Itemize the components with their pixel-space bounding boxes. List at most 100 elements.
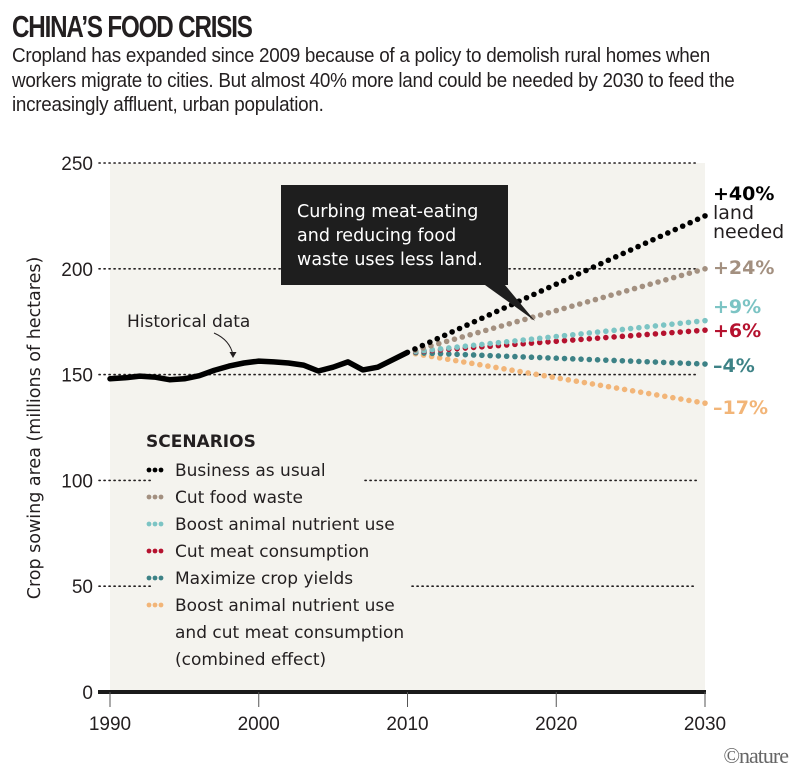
series-dot xyxy=(627,358,634,364)
series-dot xyxy=(569,303,575,309)
legend-swatch-dot xyxy=(158,548,164,554)
series-dot xyxy=(487,352,493,359)
series-dot xyxy=(652,359,659,365)
series-dot xyxy=(541,372,547,379)
series-dot xyxy=(479,352,485,359)
series-dot xyxy=(495,353,502,359)
series-dot xyxy=(451,336,458,342)
legend-item-label: Maximize crop yields xyxy=(175,569,353,589)
series-dot xyxy=(462,351,469,358)
series-dot xyxy=(529,314,536,320)
series-dot xyxy=(677,329,684,335)
series-dot xyxy=(545,334,551,341)
series-dot xyxy=(637,389,644,395)
series-dot xyxy=(436,355,443,361)
series-dot xyxy=(603,328,609,335)
series-dot xyxy=(652,323,659,329)
legend-swatch-dot xyxy=(146,467,152,473)
series-dot xyxy=(569,356,576,362)
series-dot xyxy=(464,322,470,328)
series-dot xyxy=(549,374,556,380)
end-label-maximize-crop-yields: –4% xyxy=(713,355,755,377)
series-dot xyxy=(536,335,543,342)
end-label-cut-food-waste: +24% xyxy=(713,257,774,279)
series-dot xyxy=(528,354,535,361)
series-dot xyxy=(619,357,626,364)
series-dot xyxy=(517,368,523,375)
series-dot xyxy=(660,359,667,366)
series-dot xyxy=(475,329,481,336)
series-dot xyxy=(694,268,700,274)
legend-title: SCENARIOS xyxy=(146,432,256,452)
series-dot xyxy=(553,338,560,345)
series-dot xyxy=(612,254,619,260)
y-tick-label: 100 xyxy=(61,471,93,492)
series-dot xyxy=(603,334,609,341)
legend-swatch-dot xyxy=(146,494,152,500)
arrowhead-icon xyxy=(229,352,237,358)
series-dot xyxy=(693,318,700,325)
series-dot xyxy=(702,266,708,272)
series-dot xyxy=(597,382,604,389)
series-dot xyxy=(603,357,609,363)
series-dot xyxy=(520,354,526,360)
y-tick-label: 0 xyxy=(82,683,93,704)
legend-swatch-dot xyxy=(152,575,158,581)
legend-item-label: Boost animal nutrient use xyxy=(175,515,395,535)
series-dot xyxy=(482,327,489,334)
series-cut-food-waste xyxy=(412,266,708,353)
historical-annotation: Historical data xyxy=(127,312,250,358)
series-dot xyxy=(660,330,667,337)
series-dot xyxy=(636,324,642,331)
series-dot xyxy=(568,274,574,281)
series-dot xyxy=(702,361,708,367)
series-dot xyxy=(561,337,568,344)
series-dot xyxy=(512,353,518,360)
legend-item-label: Cut meat consumption xyxy=(175,542,369,562)
x-tick-label: 2020 xyxy=(535,714,577,735)
series-dot xyxy=(553,307,560,314)
series-dot xyxy=(503,339,510,345)
series-dot xyxy=(655,279,661,285)
end-label-combined: –17% xyxy=(713,397,768,419)
legend-swatch-dot xyxy=(146,575,152,581)
y-tick-label: 50 xyxy=(72,577,93,598)
series-dot xyxy=(528,336,535,342)
series-dot xyxy=(645,390,652,397)
historical-group xyxy=(107,349,411,383)
chart-subtitle: Cropland has expanded since 2009 because… xyxy=(12,44,735,116)
series-dot xyxy=(470,352,477,358)
callout-box xyxy=(281,185,535,321)
series-dot xyxy=(652,331,659,337)
series-dot xyxy=(560,277,567,284)
legend: SCENARIOS Business as usual Cut food waste… xyxy=(146,432,404,670)
y-tick-label: 150 xyxy=(61,366,93,387)
series-dot xyxy=(569,337,576,343)
series-dot xyxy=(486,312,493,318)
series-dot xyxy=(446,351,452,357)
series-dot xyxy=(670,274,677,281)
series-dot xyxy=(611,327,617,334)
series-dot xyxy=(590,264,597,270)
series-dot xyxy=(522,316,528,323)
series-dot xyxy=(670,394,676,401)
y-axis-label: Crop sowing area (millions of hectares) xyxy=(25,257,45,600)
series-dot xyxy=(611,334,617,340)
series-dot xyxy=(629,388,636,394)
x-tick-label: 2000 xyxy=(238,714,280,735)
series-dot xyxy=(586,356,593,363)
series-dot xyxy=(553,333,560,340)
series-dot xyxy=(584,298,591,305)
series-dot xyxy=(627,247,634,253)
series-dot xyxy=(589,381,596,387)
series-dot xyxy=(627,332,634,339)
series-dot xyxy=(427,339,433,345)
legend-swatch-dot xyxy=(158,467,164,473)
series-dot xyxy=(660,322,667,328)
series-dot xyxy=(575,271,582,277)
chart-title: CHINA’S FOOD CRISIS xyxy=(12,9,253,44)
series-dot xyxy=(573,378,580,385)
series-dot xyxy=(469,360,475,367)
legend-swatch-dot xyxy=(152,494,158,500)
series-dot xyxy=(598,260,604,267)
